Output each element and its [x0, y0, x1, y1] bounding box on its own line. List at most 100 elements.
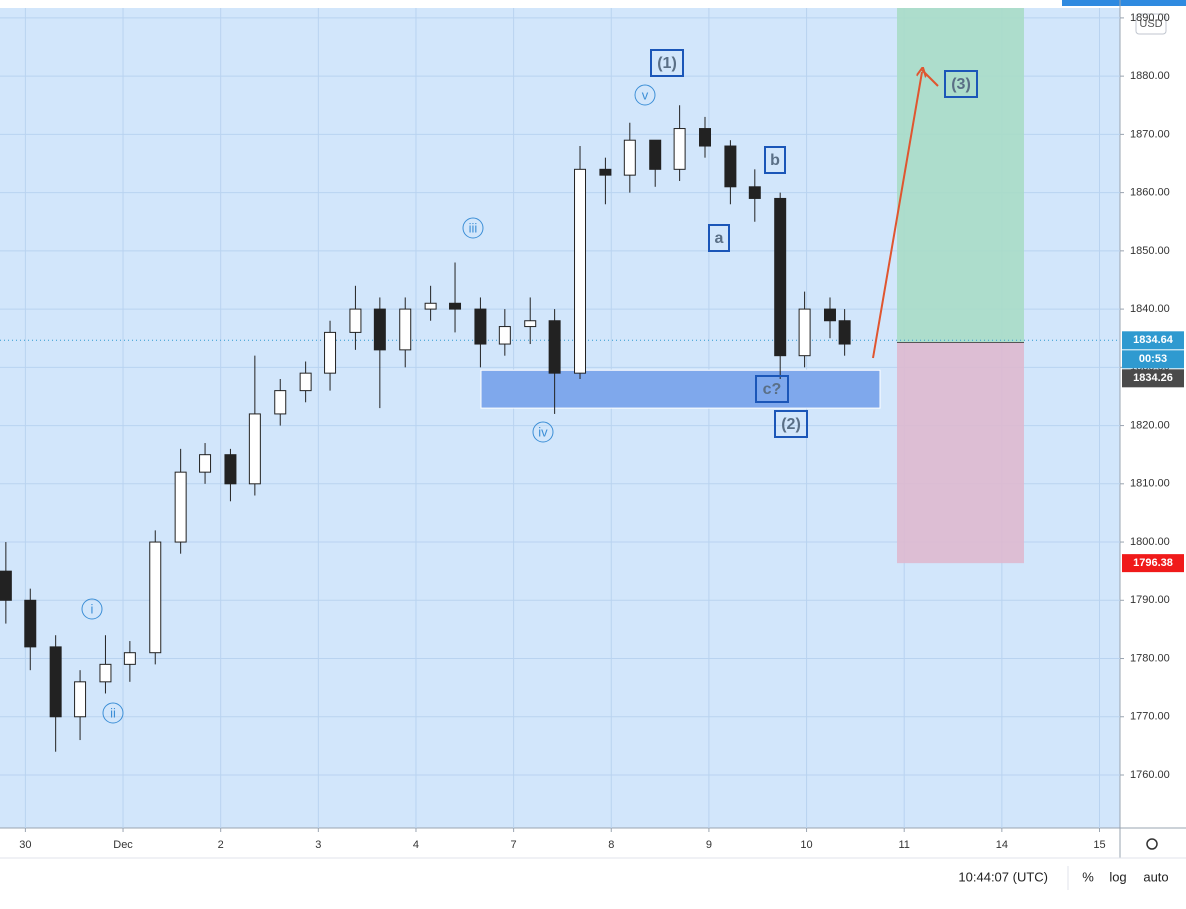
candle-body [149, 541, 162, 654]
countdown: 00:53 [1139, 353, 1167, 365]
candle-body [498, 326, 511, 345]
wave-marker [634, 84, 656, 106]
x-tick-label: 10 [800, 839, 812, 851]
y-tick-label: 1850.00 [1130, 245, 1170, 257]
toolbar-button[interactable] [1062, 0, 1186, 6]
candle-body [838, 320, 851, 345]
x-tick-label: 7 [511, 839, 517, 851]
wave-label: ii [110, 705, 116, 720]
entry-price-label-box [1122, 369, 1184, 388]
settings-icon[interactable] [1146, 838, 1158, 850]
y-tick-label: 1840.00 [1130, 303, 1170, 315]
wave-marker [102, 702, 124, 724]
candle-body [349, 308, 362, 333]
stop-price-label-box [1122, 554, 1184, 573]
candle-body [399, 308, 412, 351]
candle-body [174, 471, 187, 543]
x-tick-label: 3 [315, 839, 321, 851]
wave-box [650, 49, 684, 77]
wave-label: (3) [951, 76, 971, 93]
y-tick-label: 1760.00 [1130, 769, 1170, 781]
projection-arrow-head [921, 69, 939, 87]
candle-body [774, 197, 787, 357]
last-price-label: 1834.64 [1133, 334, 1174, 346]
x-tick-label: 2 [218, 839, 224, 851]
wave-marker [81, 598, 103, 620]
candle-body [299, 372, 312, 392]
candle-body [123, 652, 136, 665]
x-tick-label: 14 [996, 839, 1008, 851]
stop-price-label: 1796.38 [1133, 557, 1173, 569]
y-tick-label: 1820.00 [1130, 419, 1170, 431]
wave-box [764, 146, 786, 174]
y-tick-label: 1770.00 [1130, 711, 1170, 723]
wave-label: iii [469, 220, 478, 235]
support-zone [480, 369, 881, 409]
last-price-label-box [1122, 331, 1184, 350]
clock: 10:44:07 (UTC) [958, 869, 1048, 884]
candle-body [324, 331, 337, 374]
wave-label: (1) [657, 55, 677, 72]
candle-body [49, 646, 62, 718]
y-tick-label: 1780.00 [1130, 652, 1170, 664]
countdown-box [1122, 350, 1184, 369]
candle-body [623, 139, 636, 176]
candle-body [0, 570, 12, 601]
wave-box [944, 70, 978, 98]
candle-body [574, 168, 587, 374]
y-tick-label: 1860.00 [1130, 187, 1170, 199]
candle-body [599, 168, 612, 176]
candle-body [199, 454, 212, 473]
wave-marker [532, 421, 554, 443]
candle-body [748, 186, 761, 199]
x-tick-label: 11 [898, 839, 909, 851]
candle-body [449, 302, 462, 310]
wave-label: (2) [781, 416, 801, 433]
wave-box [755, 375, 789, 403]
candle-body [224, 454, 237, 485]
candle-body [74, 681, 87, 718]
candle-body [24, 599, 37, 648]
candle-body [274, 390, 287, 415]
log-toggle[interactable]: log [1109, 869, 1126, 884]
x-tick-label: 30 [19, 839, 31, 851]
wave-label: i [91, 601, 94, 616]
x-tick-label: 9 [706, 839, 712, 851]
candle-body [673, 128, 686, 170]
y-tick-label: 1810.00 [1130, 478, 1170, 490]
wave-label: b [770, 152, 780, 169]
x-tick-label: 15 [1093, 839, 1105, 851]
stop-zone [897, 342, 1024, 564]
x-tick-label: 8 [608, 839, 614, 851]
wave-marker [462, 217, 484, 239]
candle-body [248, 413, 261, 485]
percent-toggle[interactable]: % [1082, 869, 1094, 884]
wave-box [708, 224, 730, 252]
y-tick-label: 1870.00 [1130, 128, 1170, 140]
y-tick-label: 1890.00 [1130, 12, 1170, 24]
wave-box [774, 410, 808, 438]
entry-price-label: 1834.26 [1133, 372, 1173, 384]
x-tick-label: Dec [113, 839, 133, 851]
candle-body [424, 302, 437, 310]
y-tick-label: 1790.00 [1130, 594, 1170, 606]
candle-body [373, 308, 386, 351]
currency: USD [1139, 18, 1162, 30]
projection-arrow [872, 72, 922, 359]
currency-badge[interactable] [1135, 13, 1167, 35]
candle-body [649, 139, 662, 170]
x-tick-label: 4 [413, 839, 419, 851]
auto-toggle[interactable]: auto [1143, 869, 1168, 884]
target-zone [897, 8, 1024, 343]
candle-body [474, 308, 487, 345]
wave-label: a [715, 230, 724, 247]
wave-label: c? [763, 381, 782, 398]
y-tick-label: 1880.00 [1130, 70, 1170, 82]
candle-body [798, 308, 811, 357]
candle-body [99, 663, 112, 683]
candle-body [548, 320, 561, 374]
candle-body [724, 145, 737, 188]
candle-body [699, 128, 711, 147]
